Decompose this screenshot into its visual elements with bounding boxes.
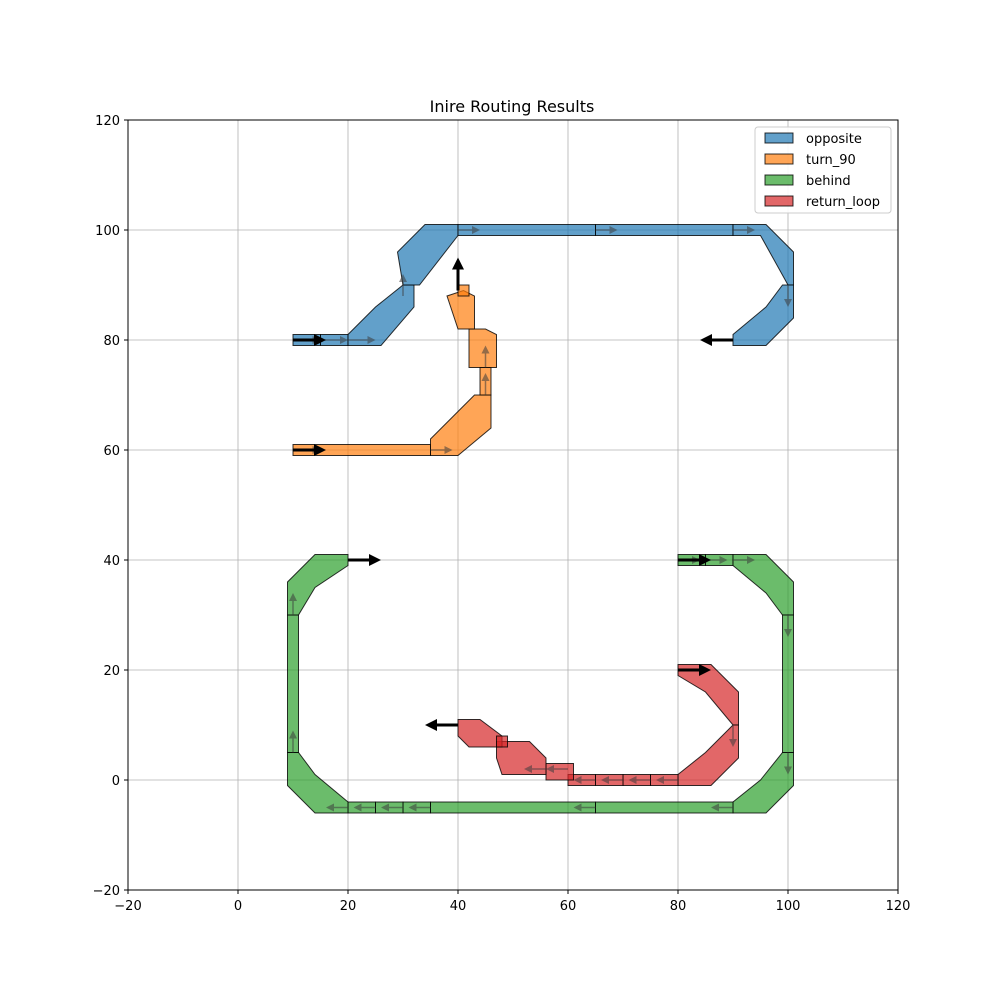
direction-arrow-head bbox=[719, 556, 728, 564]
direction-arrow-head bbox=[784, 629, 792, 637]
x-tick-label: 80 bbox=[670, 899, 687, 914]
direction-arrow-head bbox=[609, 226, 618, 234]
endpoint-arrow-head bbox=[700, 334, 712, 346]
direction-arrow-head bbox=[729, 739, 737, 747]
direction-arrow-head bbox=[784, 766, 792, 775]
direction-arrow-head bbox=[601, 776, 609, 784]
legend-swatch bbox=[764, 132, 794, 144]
route-segment bbox=[732, 224, 794, 286]
endpoint-arrow-head bbox=[314, 444, 326, 456]
y-tick-label: 0 bbox=[112, 774, 120, 789]
y-tick-label: 100 bbox=[95, 224, 120, 239]
direction-arrow-head bbox=[573, 776, 582, 784]
legend-label: opposite bbox=[806, 132, 862, 147]
direction-arrow-head bbox=[546, 765, 554, 773]
direction-arrow-head bbox=[747, 226, 755, 234]
x-tick-label: 20 bbox=[340, 899, 357, 914]
route-segment bbox=[430, 394, 492, 456]
y-tick-label: 60 bbox=[103, 444, 120, 459]
endpoint-arrows bbox=[293, 257, 733, 731]
route-segment bbox=[287, 554, 349, 616]
route-segment bbox=[430, 801, 596, 814]
series-opposite bbox=[292, 224, 794, 346]
route-segment bbox=[545, 763, 574, 781]
y-tick-label: 120 bbox=[95, 114, 120, 129]
x-tick-label: 0 bbox=[234, 899, 242, 914]
direction-arrow-head bbox=[656, 776, 664, 784]
direction-arrow-head bbox=[367, 336, 376, 344]
axis-ticks: −20−20 0 0 20 20 40 40 60 60 80 80 100 100 120 120 bbox=[93, 114, 911, 914]
endpoint-arrow-head bbox=[699, 554, 711, 566]
route-segment bbox=[732, 752, 794, 814]
axes-frame bbox=[127, 119, 899, 891]
x-tick-label: 120 bbox=[886, 899, 911, 914]
endpoint-arrow-head bbox=[452, 257, 464, 270]
x-tick-label: 100 bbox=[776, 899, 801, 914]
direction-arrow-head bbox=[340, 336, 348, 344]
route-segment bbox=[457, 719, 503, 748]
route-segment bbox=[347, 284, 415, 346]
direction-arrow-head bbox=[326, 803, 334, 812]
series-return_loop bbox=[457, 664, 739, 786]
route-segment bbox=[496, 735, 508, 748]
series-behind bbox=[287, 554, 794, 814]
direction-arrow-head bbox=[711, 803, 719, 812]
chart-title: Inire Routing Results bbox=[430, 97, 595, 116]
legend-label: behind bbox=[806, 174, 851, 189]
direction-arrow-head bbox=[784, 299, 792, 307]
direction-arrow-head bbox=[481, 373, 490, 381]
y-tick-label: 20 bbox=[103, 664, 120, 679]
x-tick-label: −20 bbox=[114, 899, 141, 914]
legend-label: turn_90 bbox=[806, 153, 856, 168]
route-segment bbox=[287, 752, 349, 814]
route-segment bbox=[732, 284, 794, 346]
direction-arrow-head bbox=[472, 226, 480, 234]
direction-arrow-head bbox=[381, 803, 389, 812]
direction-arrow-head bbox=[524, 765, 532, 773]
direction-arrow-head bbox=[573, 803, 582, 812]
x-tick-label: 40 bbox=[450, 899, 467, 914]
direction-arrow-head bbox=[289, 730, 297, 739]
y-tick-label: −20 bbox=[93, 884, 120, 899]
y-tick-label: 40 bbox=[103, 554, 120, 569]
direction-arrow-head bbox=[408, 803, 417, 812]
route-segment bbox=[396, 224, 459, 286]
direction-arrow-head bbox=[353, 803, 362, 812]
legend-box bbox=[754, 126, 892, 214]
direction-arrow-head bbox=[444, 446, 453, 454]
route-segment bbox=[457, 284, 470, 297]
x-tick-label: 60 bbox=[560, 899, 577, 914]
endpoint-arrow-head bbox=[314, 334, 326, 346]
legend-swatch bbox=[764, 174, 794, 186]
legend-label: return_loop bbox=[806, 195, 880, 210]
y-tick-label: 80 bbox=[103, 334, 120, 349]
direction-arrow-head bbox=[628, 776, 637, 784]
route-segment bbox=[677, 664, 739, 726]
endpoint-arrow-head bbox=[425, 719, 437, 731]
series-turn_90 bbox=[292, 284, 497, 456]
legend-swatch bbox=[764, 195, 794, 207]
direction-arrow-head bbox=[399, 274, 407, 282]
route-segment bbox=[468, 328, 497, 368]
route-segment bbox=[732, 554, 794, 616]
direction-arrow-head bbox=[289, 593, 297, 601]
direction-arrow-head bbox=[747, 556, 755, 564]
route-segment bbox=[677, 724, 739, 786]
route-segment bbox=[496, 741, 547, 775]
plot-area bbox=[287, 224, 794, 814]
legend-swatch bbox=[764, 153, 794, 165]
direction-arrow-head bbox=[481, 345, 490, 354]
endpoint-arrow-head bbox=[369, 554, 381, 566]
endpoint-arrow-head bbox=[699, 664, 711, 676]
